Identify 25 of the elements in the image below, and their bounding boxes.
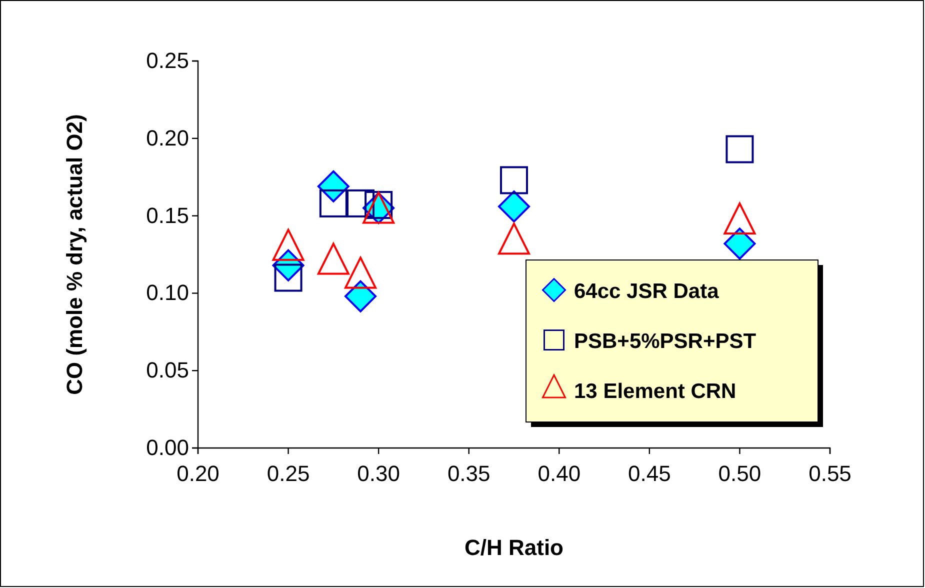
x-tick-label: 0.50 — [718, 461, 762, 486]
point — [319, 189, 348, 218]
y-tick-label: 0.05 — [146, 358, 189, 383]
x-tick-label: 0.25 — [266, 461, 310, 486]
x-axis-title: C/H Ratio — [464, 535, 564, 560]
x-tick-label: 0.40 — [538, 461, 581, 486]
y-tick-label: 0.10 — [146, 280, 189, 306]
legend-label: PSB+5%PSR+PST — [574, 330, 756, 353]
x-tick-label: 0.55 — [808, 461, 852, 486]
point — [726, 135, 754, 164]
legend-label: 64cc JSR Data — [574, 280, 720, 303]
y-tick-label: 0.20 — [146, 125, 189, 150]
point — [724, 228, 756, 260]
x-tick-label: 0.20 — [176, 461, 220, 486]
y-tick-label: 0.15 — [146, 202, 189, 228]
point — [498, 190, 530, 223]
x-tick-label: 0.45 — [628, 461, 671, 486]
x-tick-label: 0.30 — [357, 461, 400, 486]
x-tick-label: 0.35 — [447, 461, 490, 486]
y-axis-title: CO (mole % dry, actual O2) — [62, 114, 87, 395]
y-tick-label: 0.25 — [146, 48, 189, 74]
point — [500, 166, 528, 194]
point — [344, 280, 377, 312]
y-tick-label: 0.00 — [146, 435, 189, 460]
legend-label: 13 Element CRN — [574, 380, 736, 403]
